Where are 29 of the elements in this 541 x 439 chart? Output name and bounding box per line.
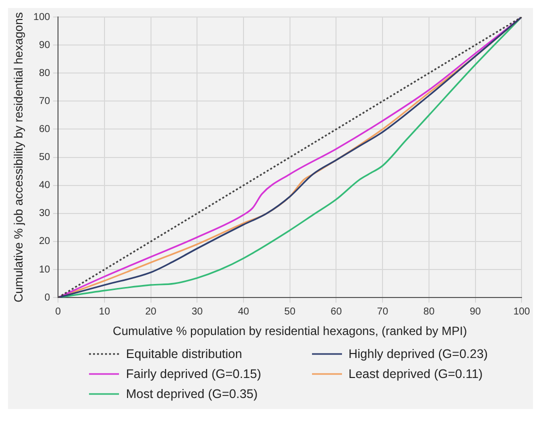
y-tick-label: 0 [44, 292, 51, 304]
legend-label: Least deprived (G=0.11) [348, 367, 483, 381]
x-tick-label: 90 [470, 306, 482, 318]
y-tick-label: 40 [38, 180, 51, 192]
y-tick-label: 10 [38, 264, 51, 276]
legend-label: Equitable distribution [126, 347, 242, 361]
y-tick-label: 80 [38, 68, 51, 79]
x-tick-label: 100 [513, 306, 530, 318]
x-tick-label: 50 [284, 306, 296, 318]
y-axis-title: Cumulative % job accessibility by residential hexagons [12, 12, 26, 302]
x-tick-label: 60 [330, 306, 342, 318]
x-tick-label: 40 [238, 306, 250, 318]
y-tick-label: 70 [38, 96, 51, 107]
y-tick-label: 30 [38, 208, 51, 220]
legend-label: Fairly deprived (G=0.15) [126, 367, 262, 381]
x-axis-title: Cumulative % population by residential hexagons, (ranked by MPI) [112, 324, 467, 338]
legend-label: Highly deprived (G=0.23) [348, 347, 488, 361]
x-tick-label: 70 [377, 306, 389, 318]
y-tick-label: 100 [33, 12, 51, 23]
y-tick-label: 90 [38, 40, 51, 51]
legend-label: Most deprived (G=0.35) [126, 387, 258, 401]
x-tick-label: 10 [98, 306, 110, 318]
x-tick-label: 80 [423, 306, 435, 318]
y-tick-label: 20 [38, 236, 51, 248]
x-tick-label: 20 [145, 306, 157, 318]
x-tick-label: 30 [192, 306, 204, 318]
x-tick-label: 0 [55, 306, 62, 318]
y-tick-label: 50 [38, 152, 51, 164]
y-tick-label: 60 [38, 124, 51, 135]
